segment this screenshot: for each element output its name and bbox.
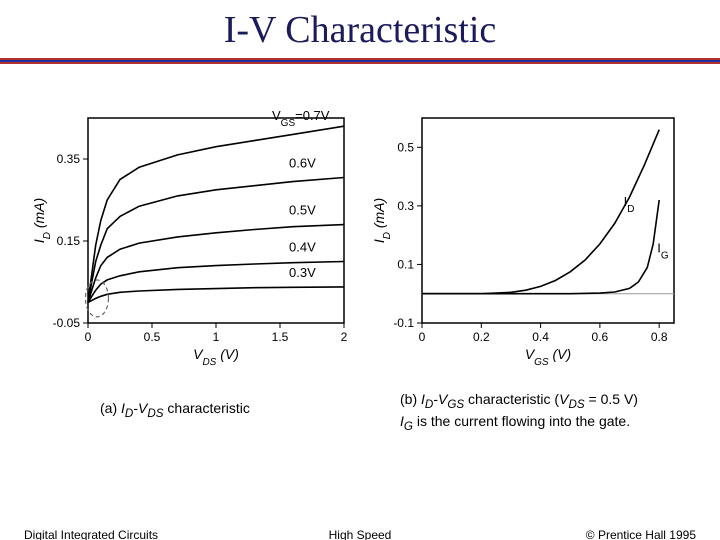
- svg-text:0.6V: 0.6V: [289, 155, 316, 170]
- svg-text:0: 0: [419, 330, 426, 344]
- panel-b: 0 0.2 0.4 0.6 0.8 -0.1 0.1 0.3 0.5 VGS (V) ID (mA)…: [370, 110, 690, 365]
- svg-text:0: 0: [85, 330, 92, 344]
- svg-text:ID (mA): ID (mA): [31, 198, 53, 243]
- chart-a-svg: 00.511.52-0.050.150.35VDS (V)ID (mA)VGS=…: [30, 110, 350, 365]
- svg-text:0.2: 0.2: [473, 330, 490, 344]
- svg-text:0.5V: 0.5V: [289, 203, 316, 218]
- svg-text:0.3V: 0.3V: [289, 265, 316, 280]
- svg-text:1: 1: [213, 330, 220, 344]
- svg-text:0.6: 0.6: [592, 330, 609, 344]
- svg-text:0.5: 0.5: [397, 140, 414, 154]
- svg-text:0.4V: 0.4V: [289, 240, 316, 255]
- panel-a-caption: (a) ID-VDS characteristic: [100, 400, 250, 420]
- panel-a: 00.511.52-0.050.150.35VDS (V)ID (mA)VGS=…: [30, 110, 360, 365]
- svg-text:-0.05: -0.05: [53, 316, 81, 330]
- svg-text:0.3: 0.3: [397, 199, 414, 213]
- title-divider: [0, 58, 720, 64]
- panel-b-caption: (b) ID-VGS characteristic (VDS = 0.5 V)I…: [400, 390, 700, 434]
- svg-text:ID (mA): ID (mA): [371, 198, 393, 243]
- svg-text:0.8: 0.8: [651, 330, 668, 344]
- footer-center: High Speed: [329, 528, 392, 540]
- footer-left: Digital Integrated Circuits: [24, 528, 158, 540]
- svg-text:0.4: 0.4: [532, 330, 549, 344]
- chart-b-svg: 0 0.2 0.4 0.6 0.8 -0.1 0.1 0.3 0.5 VGS (V) ID (mA)…: [370, 110, 680, 365]
- svg-text:-0.1: -0.1: [393, 316, 414, 330]
- svg-text:VDS (V): VDS (V): [193, 346, 239, 365]
- charts-area: 00.511.52-0.050.150.35VDS (V)ID (mA)VGS=…: [30, 110, 690, 450]
- svg-text:1.5: 1.5: [272, 330, 289, 344]
- svg-text:0.35: 0.35: [57, 152, 81, 166]
- footer-right: © Prentice Hall 1995: [586, 528, 696, 540]
- svg-text:VGS (V): VGS (V): [525, 346, 571, 365]
- svg-text:0.1: 0.1: [397, 257, 414, 271]
- svg-text:2: 2: [341, 330, 348, 344]
- slide-title: I-V Characteristic: [0, 0, 720, 58]
- svg-text:0.15: 0.15: [57, 234, 81, 248]
- svg-text:0.5: 0.5: [144, 330, 161, 344]
